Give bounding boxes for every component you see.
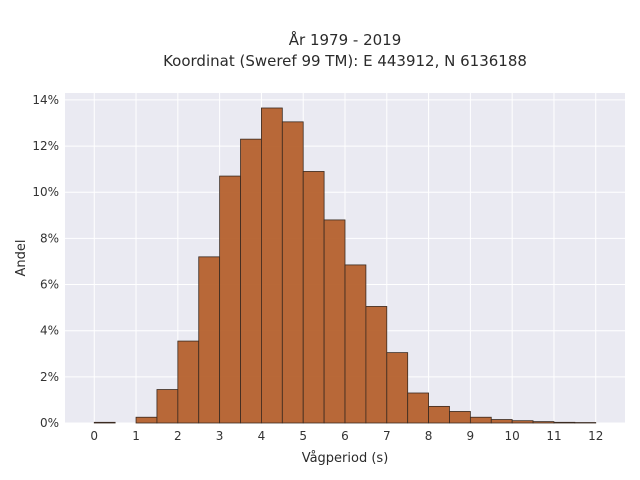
histogram-bar [532, 421, 555, 424]
y-tick-label: 2% [40, 370, 59, 384]
bars [93, 107, 597, 424]
histogram-bar [511, 420, 534, 424]
y-tick-label: 4% [40, 324, 59, 338]
histogram-bar [93, 421, 116, 424]
x-tick-label: 12 [588, 429, 603, 443]
y-tick-label: 10% [32, 185, 59, 199]
histogram-bar [281, 121, 304, 424]
x-axis-label: Vågperiod (s) [302, 451, 389, 466]
x-tick-label: 5 [299, 429, 307, 443]
x-tick-label: 8 [425, 429, 433, 443]
x-tick-label: 2 [174, 429, 182, 443]
y-tick-label: 0% [40, 416, 59, 430]
chart-title-line-2: Koordinat (Sweref 99 TM): E 443912, N 61… [163, 52, 527, 70]
histogram-bar [490, 419, 513, 424]
x-axis-ticks: 0 1 2 3 4 5 6 7 8 9 10 11 12 [90, 429, 603, 443]
histogram-bar [177, 340, 200, 424]
histogram-bar [219, 175, 241, 424]
x-tick-label: 11 [546, 429, 561, 443]
y-tick-label: 8% [40, 231, 59, 245]
histogram-bar [240, 138, 262, 424]
x-tick-label: 1 [132, 429, 140, 443]
x-tick-label: 3 [216, 429, 224, 443]
x-tick-label: 10 [505, 429, 520, 443]
histogram-bar [449, 411, 471, 424]
y-axis-ticks: 0% 2% 4% 6% 8% 10% 12% 14% [32, 93, 59, 430]
y-axis-label: Andel [14, 240, 29, 277]
histogram-bar [407, 392, 429, 424]
histogram-bar [469, 416, 492, 424]
y-tick-label: 12% [32, 139, 59, 153]
histogram-bar [261, 107, 283, 424]
histogram-bar [344, 264, 367, 424]
histogram-bar [428, 405, 450, 424]
x-tick-label: 7 [383, 429, 391, 443]
histogram-bar [553, 421, 576, 424]
chart-title-line-1: År 1979 - 2019 [289, 30, 402, 49]
histogram-bar [198, 256, 221, 424]
histogram-bar [323, 219, 346, 424]
x-tick-label: 0 [90, 429, 98, 443]
x-tick-label: 6 [341, 429, 349, 443]
y-tick-label: 6% [40, 278, 59, 292]
histogram-bar [156, 389, 179, 424]
histogram-bar [302, 171, 325, 424]
x-tick-label: 4 [258, 429, 266, 443]
y-tick-label: 14% [32, 93, 59, 107]
histogram-bar [135, 416, 158, 424]
histogram-bar [386, 352, 409, 424]
x-tick-label: 9 [467, 429, 475, 443]
histogram-bar [365, 306, 388, 424]
